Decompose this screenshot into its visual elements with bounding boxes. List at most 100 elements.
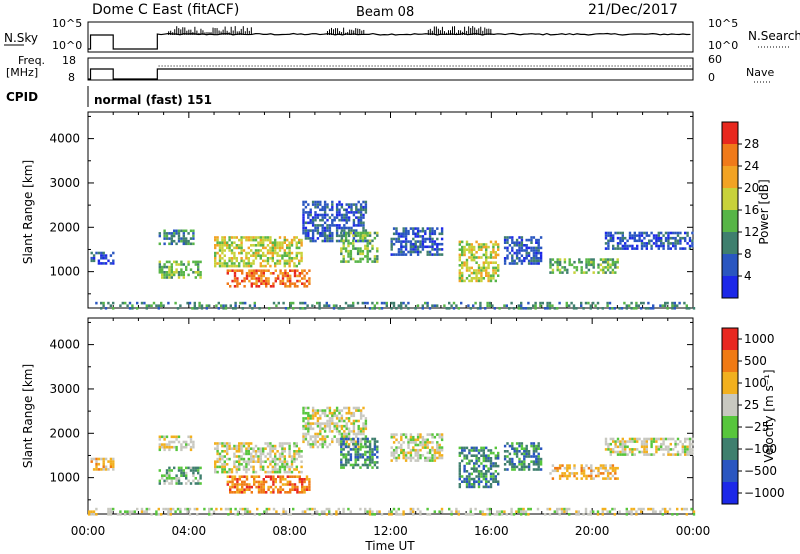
range-tick-label: 1000: [49, 471, 80, 485]
freq-label: Freq.: [18, 54, 45, 67]
time-tick-label: 00:00: [676, 524, 711, 538]
colorbar-swatch: [722, 328, 738, 350]
colorbar-swatch: [722, 188, 738, 210]
nsky-strip: N.Sky 10^5 10^0 10^5 10^0 N.Search: [4, 17, 800, 53]
velocity-colorbar: 1000 500 100 25 −25 −100 −500 −1000 Velocity [m…: [721, 327, 785, 505]
velocity-panel: 1000 2000 3000 4000 Slant Range [km] 00:00 0…: [21, 317, 711, 553]
nave-label: Nave: [746, 66, 774, 79]
scatter-region: [549, 464, 619, 480]
range-tick-label: 3000: [49, 176, 80, 190]
scatter-region: [158, 466, 202, 485]
colorbar-swatch: [722, 372, 738, 394]
nsky-tick-top: 10^5: [52, 17, 82, 30]
scatter-region: [458, 446, 500, 489]
colorbar-swatch: [722, 232, 738, 254]
colorbar-tick-label: 25: [744, 398, 759, 412]
scatter-region: [390, 227, 444, 256]
power-panel: 1000 2000 3000 4000 Slant Range [km]: [21, 111, 696, 310]
colorbar-tick-label: 500: [744, 354, 767, 368]
colorbar-tick-label: 8: [744, 247, 752, 261]
colorbar-tick-label: 12: [744, 225, 759, 239]
beam-title: Beam 08: [356, 5, 414, 20]
time-tick-label: 12:00: [373, 524, 408, 538]
scatter-region: [549, 258, 619, 274]
colorbar-swatch: [722, 166, 738, 188]
colorbar-swatch: [722, 482, 738, 504]
scatter-region: [95, 301, 696, 310]
range-tick-label: 3000: [49, 382, 80, 396]
colorbar-swatch: [722, 210, 738, 232]
scatter-region: [90, 251, 115, 265]
time-tick-label: 20:00: [575, 524, 610, 538]
station-title: Dome C East (fitACF): [92, 2, 239, 18]
nsky-label: N.Sky: [4, 31, 38, 45]
scatter-region: [214, 442, 303, 474]
range-tick-label: 2000: [49, 426, 80, 440]
time-tick-label: 08:00: [272, 524, 307, 538]
scatter-region: [158, 260, 202, 279]
scatter-region: [90, 457, 115, 471]
time-xlabel: Time UT: [364, 539, 415, 553]
date-title: 21/Dec/2017: [588, 2, 678, 18]
time-tick-label: 04:00: [172, 524, 207, 538]
freq-tick-bottom: 8: [68, 71, 75, 84]
colorbar-tick-label: −1000: [744, 486, 785, 500]
scatter-region: [340, 231, 379, 263]
time-tick-label: 16:00: [474, 524, 509, 538]
colorbar-tick-label: 20: [744, 181, 759, 195]
scatter-region: [214, 236, 303, 268]
power-colorbar: 4 8 12 16 20 24 28 Power [dB]: [721, 121, 771, 299]
colorbar-tick-label: −500: [744, 464, 777, 478]
nsearch-tick-top: 10^5: [708, 17, 738, 30]
cpid-value: normal (fast) 151: [94, 93, 212, 107]
colorbar-swatch: [722, 460, 738, 482]
colorbar-swatch: [722, 276, 738, 298]
colorbar-tick-label: −100: [744, 442, 777, 456]
colorbar-tick-label: 1000: [744, 332, 775, 346]
power-colorbar-label: Power [dB]: [757, 179, 771, 244]
scatter-region: [158, 229, 195, 246]
scatter-region: [604, 231, 694, 250]
colorbar-tick-label: 28: [744, 137, 759, 151]
scatter-region: [503, 442, 543, 471]
scatter-region: [390, 433, 444, 462]
colorbar-swatch: [722, 350, 738, 372]
time-tick-label: 00:00: [71, 524, 106, 538]
nsky-tick-bottom: 10^0: [52, 39, 82, 52]
scatter-region: [158, 435, 195, 452]
colorbar-swatch: [722, 438, 738, 460]
nsearch-label: N.Search: [748, 29, 800, 43]
colorbar-tick-label: 24: [744, 159, 759, 173]
colorbar-swatch: [722, 254, 738, 276]
range-tick-label: 1000: [49, 265, 80, 279]
scatter-region: [340, 437, 379, 469]
scatter-region: [88, 507, 696, 516]
colorbar-tick-label: 4: [744, 269, 752, 283]
freq-unit: [MHz]: [6, 66, 38, 79]
velocity-colorbar-label: Velocity [m s⁻¹]: [762, 369, 776, 462]
nave-tick-top: 60: [708, 53, 722, 66]
colorbar-tick-label: −25: [744, 420, 769, 434]
scatter-region: [604, 437, 694, 456]
power-ylabel: Slant Range [km]: [21, 160, 35, 264]
range-tick-label: 4000: [49, 132, 80, 146]
scatter-region: [458, 240, 500, 283]
velocity-ylabel: Slant Range [km]: [21, 364, 35, 468]
colorbar-swatch: [722, 394, 738, 416]
colorbar-swatch: [722, 144, 738, 166]
scatter-region: [226, 269, 311, 288]
colorbar-swatch: [722, 416, 738, 438]
freq-strip: Freq. [MHz] 18 8 60 0 Nave: [6, 53, 774, 84]
range-tick-label: 2000: [49, 220, 80, 234]
range-tick-label: 4000: [49, 338, 80, 352]
nsearch-tick-bottom: 10^0: [708, 39, 738, 52]
scatter-region: [226, 475, 311, 494]
colorbar-tick-label: 16: [744, 203, 759, 217]
scatter-region: [503, 236, 543, 265]
freq-tick-top: 18: [62, 54, 76, 67]
colorbar-swatch: [722, 122, 738, 144]
cpid-label: CPID: [6, 90, 38, 104]
colorbar-tick-label: 100: [744, 376, 767, 390]
nave-tick-bottom: 0: [708, 71, 715, 84]
